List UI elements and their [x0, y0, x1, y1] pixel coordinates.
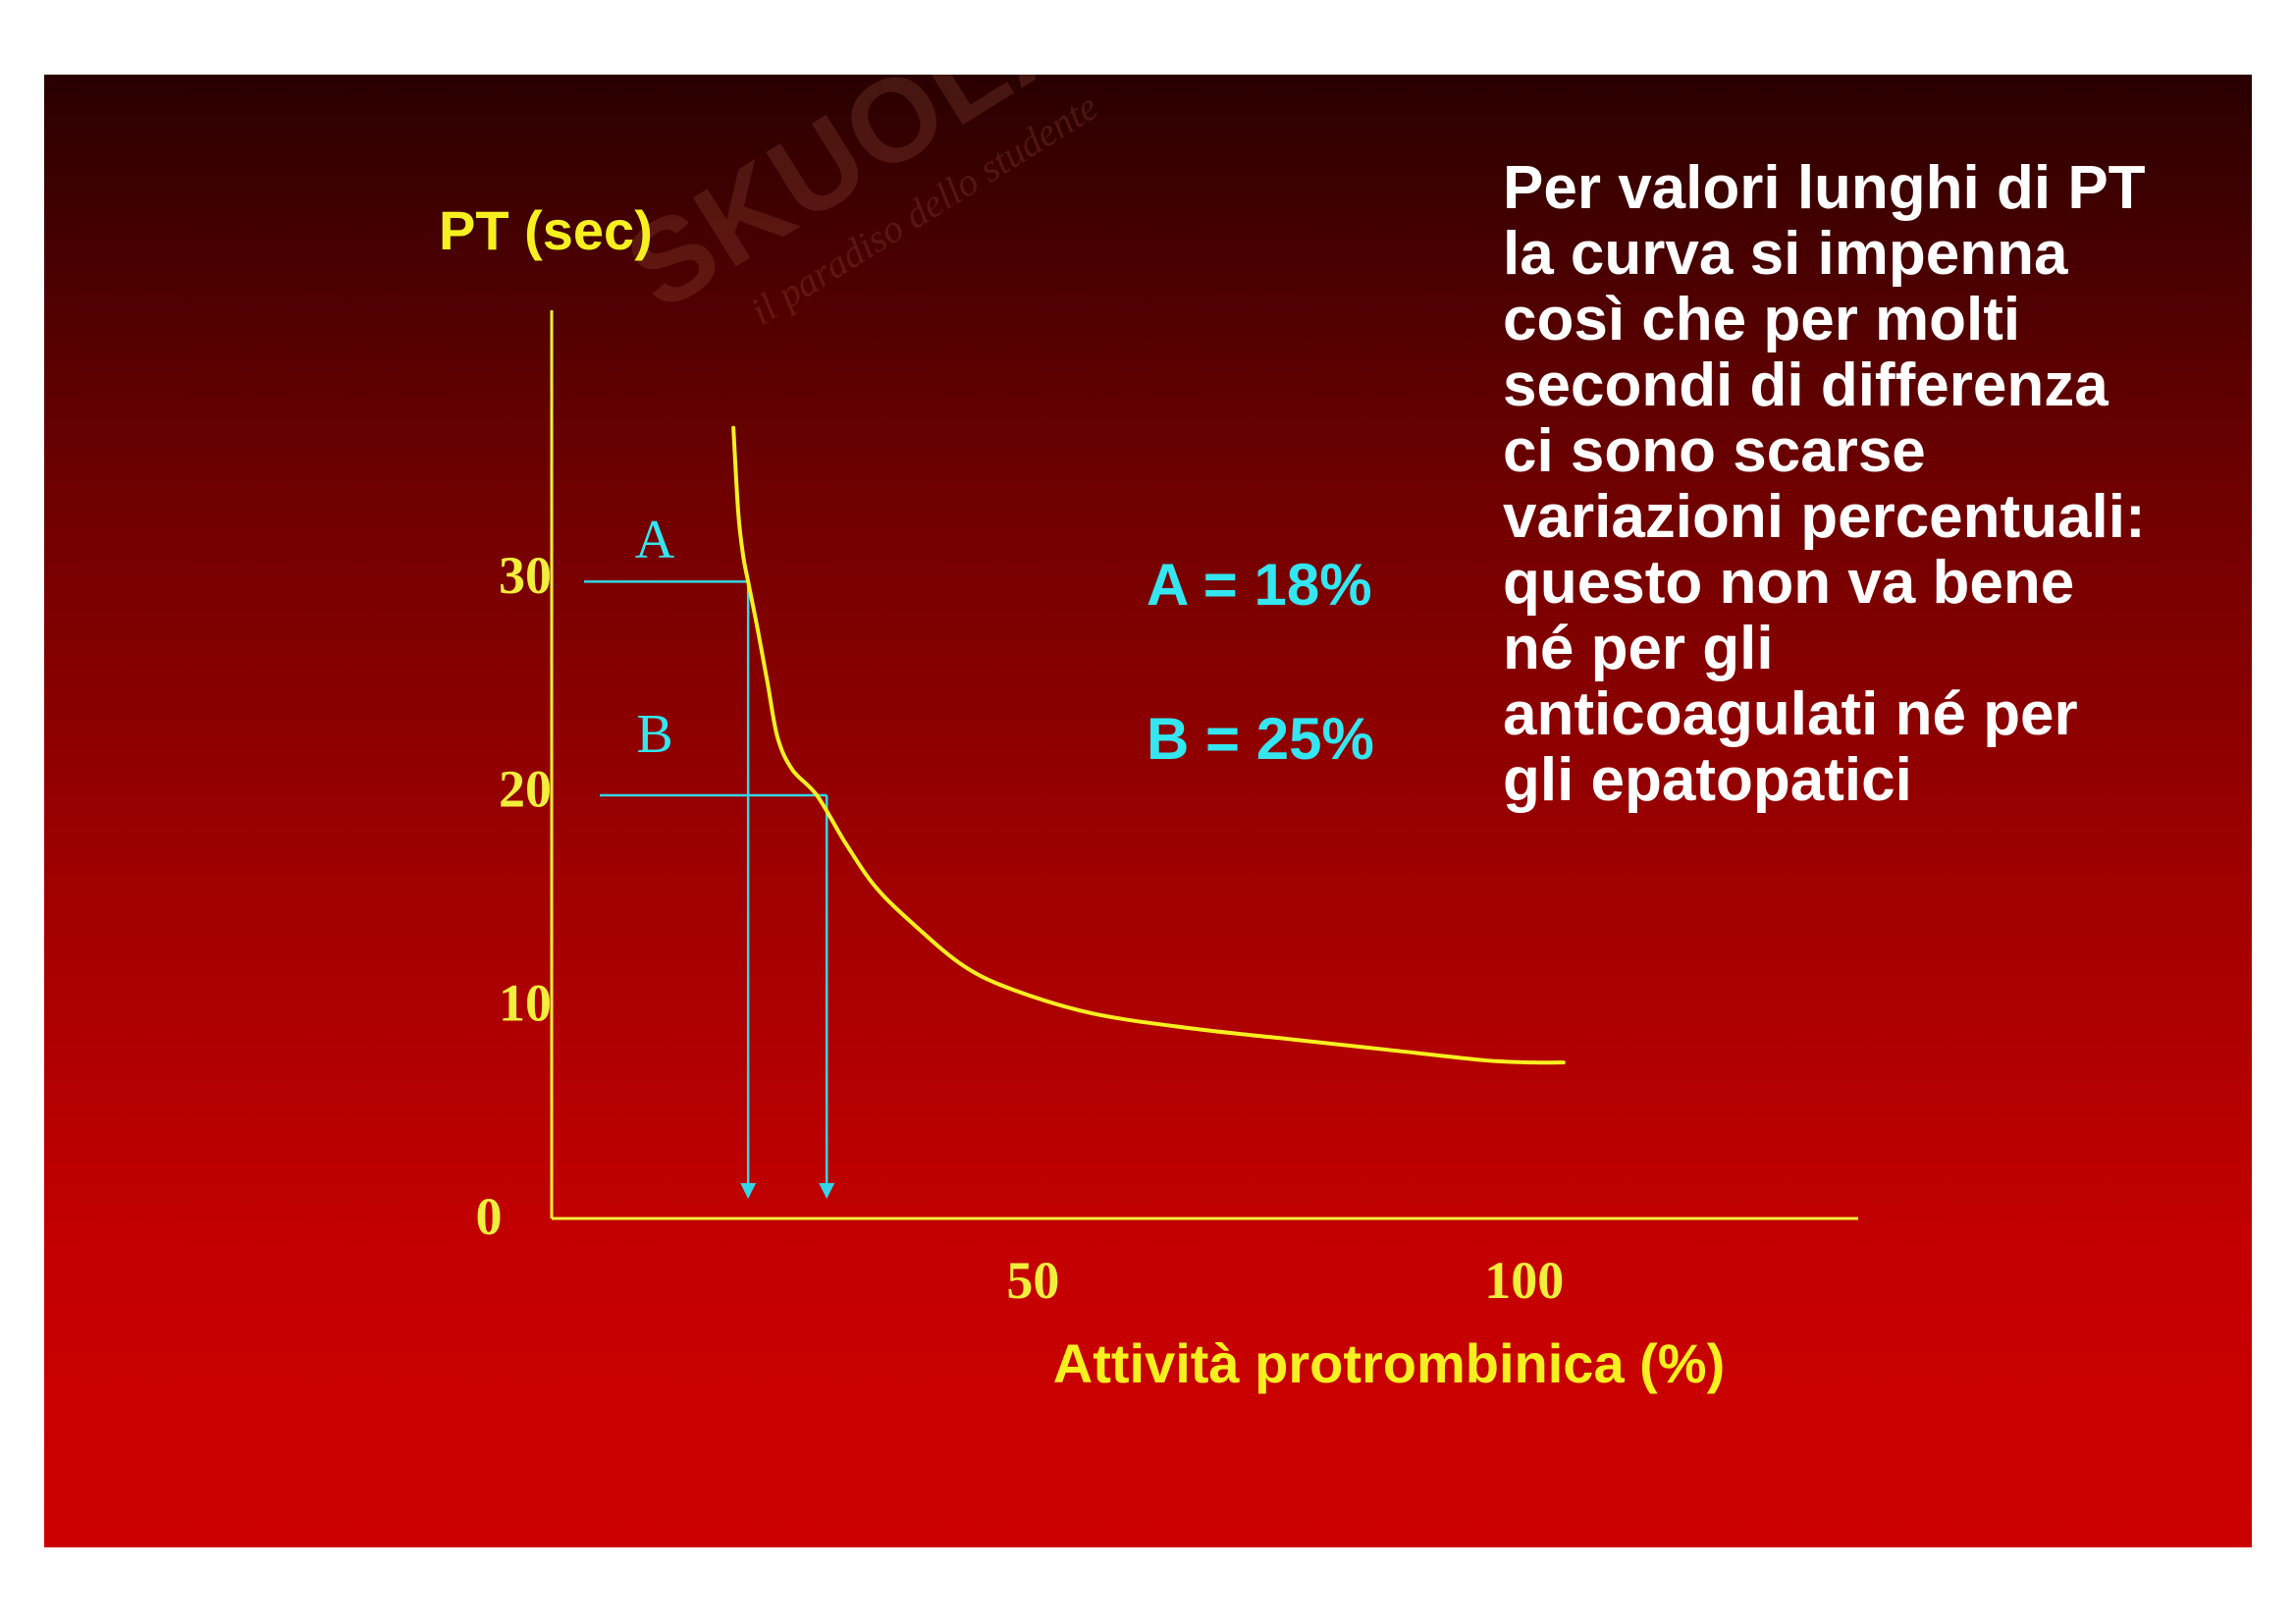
y-tick-label: 30	[499, 546, 552, 605]
pt-activity-curve	[731, 425, 1566, 1065]
x-axis-label: Attività protrombinica (%)	[1053, 1332, 1725, 1394]
curve-layer	[731, 425, 1566, 1065]
explanation-line: gli epatopatici	[1503, 746, 1912, 814]
annotation-result-a: A = 18%	[1147, 552, 1372, 618]
y-axis-label: PT (sec)	[439, 199, 653, 261]
explanation-line: così che per molti	[1503, 286, 2021, 353]
explanation-line: questo non va bene	[1503, 549, 2075, 617]
guide-lines: AB	[584, 510, 835, 1199]
x-tick-label: 100	[1484, 1251, 1564, 1310]
x-tick-label: 50	[1006, 1251, 1059, 1310]
explanation-line: anticoagulati né per	[1503, 680, 2078, 748]
annotation-result-b: B = 25%	[1147, 706, 1374, 772]
explanation-line: ci sono scarse	[1503, 417, 1926, 485]
explanation-line: secondi di differenza	[1503, 352, 2109, 419]
chart-labels: PT (sec) Attività protrombinica (%) A = …	[439, 199, 1725, 1394]
chart-axes: 0 10 20 30 50 100	[476, 310, 1858, 1310]
explanation-text: Per valori lunghi di PT la curva si impe…	[1503, 155, 2249, 813]
explanation-line: Per valori lunghi di PT	[1503, 154, 2146, 222]
explanation-line: né per gli	[1503, 615, 1774, 682]
y-tick-label: 0	[476, 1187, 503, 1246]
annotation-label-b: B	[636, 704, 672, 765]
y-tick-label: 10	[499, 973, 552, 1032]
explanation-line: variazioni percentuali:	[1503, 483, 2146, 551]
explanation-line: la curva si impenna	[1503, 220, 2068, 288]
arrow-head-b	[819, 1183, 835, 1199]
y-tick-label: 20	[499, 760, 552, 819]
annotation-label-a: A	[635, 510, 675, 570]
arrow-head-a	[740, 1183, 757, 1199]
